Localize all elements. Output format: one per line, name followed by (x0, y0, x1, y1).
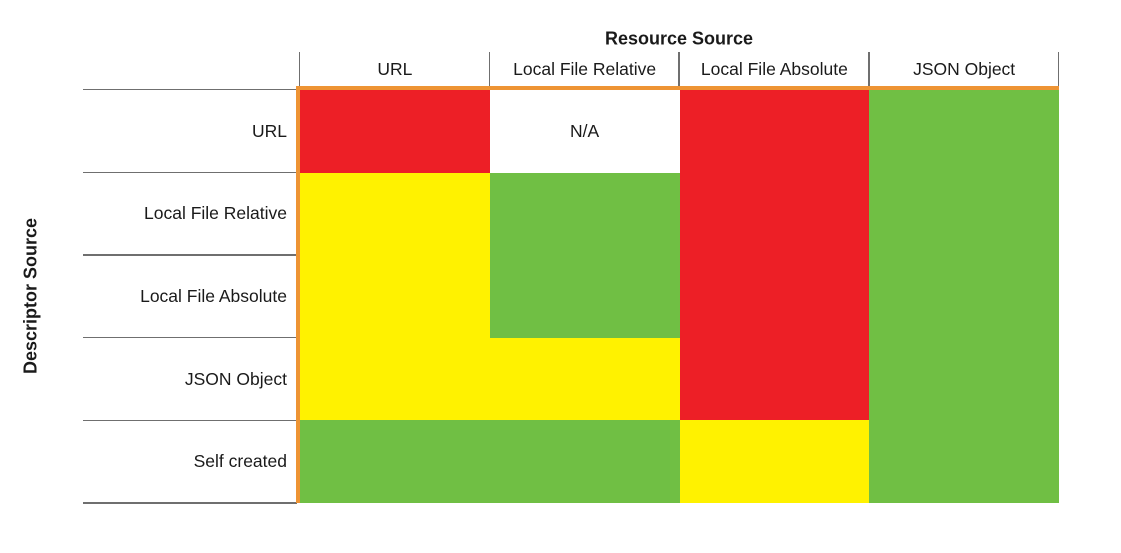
matrix-cell-r1c2 (679, 172, 870, 256)
matrix-top-border (296, 86, 1059, 90)
column-header-row: URL Local File Relative Local File Absol… (300, 52, 1059, 86)
matrix-cell-r4c3 (869, 420, 1059, 503)
matrix-cell-r3c3 (869, 337, 1059, 421)
matrix-cell-r4c2 (679, 420, 870, 503)
matrix-cell-r2c3 (869, 255, 1059, 338)
matrix-cell-r4c0 (300, 420, 490, 503)
header-column-divider (678, 52, 680, 89)
row-label-url: URL (251, 120, 287, 141)
descriptor-source-axis-label: Descriptor Source (20, 217, 41, 375)
matrix-grid: N/A (300, 90, 1059, 503)
resource-source-title: Resource Source (604, 28, 754, 49)
matrix-cell-r3c1 (489, 337, 680, 421)
header-column-divider (488, 52, 490, 89)
row-divider (83, 171, 297, 173)
matrix-cell-r0c0 (300, 90, 490, 173)
matrix-cell-r0c1: N/A (489, 90, 680, 173)
row-label-local-file-relative: Local File Relative (144, 203, 287, 224)
row-divider (83, 502, 297, 504)
row-divider (83, 88, 297, 90)
row-divider (83, 336, 297, 338)
matrix-cell-r2c2 (679, 255, 870, 338)
column-header-local-file-relative: Local File Relative (513, 58, 657, 79)
row-label-column: URL Local File Relative Local File Absol… (83, 90, 287, 503)
matrix-cell-r1c1 (489, 172, 680, 256)
column-header-url: URL (377, 58, 413, 79)
matrix-cell-r4c1 (489, 420, 680, 503)
matrix-cell-r2c0 (300, 255, 490, 338)
row-label-local-file-absolute: Local File Absolute (140, 285, 287, 306)
matrix-left-border (296, 86, 300, 503)
matrix-cell-r1c0 (300, 172, 490, 256)
row-divider (83, 419, 297, 421)
matrix-cell-r0c2 (679, 90, 870, 173)
matrix-cell-r3c2 (679, 337, 870, 421)
header-column-divider (298, 52, 300, 89)
header-column-divider (868, 52, 870, 89)
row-label-self-created: Self created (193, 451, 287, 472)
matrix-cell-r0c3 (869, 90, 1059, 173)
column-header-json-object: JSON Object (913, 58, 1016, 79)
header-column-divider (1057, 52, 1059, 89)
column-header-local-file-absolute: Local File Absolute (700, 58, 848, 79)
matrix-cell-r3c0 (300, 337, 490, 421)
matrix-cell-r2c1 (489, 255, 680, 338)
row-label-json-object: JSON Object (184, 368, 287, 389)
matrix-cell-r1c3 (869, 172, 1059, 256)
row-divider (83, 254, 297, 256)
